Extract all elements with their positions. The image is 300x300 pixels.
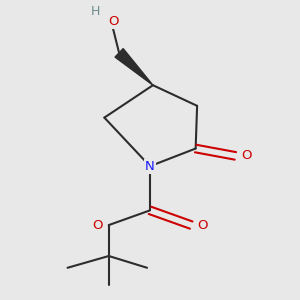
Text: H: H — [91, 5, 100, 18]
Text: O: O — [197, 219, 208, 232]
Text: N: N — [145, 160, 155, 173]
Text: O: O — [108, 15, 119, 28]
Text: O: O — [92, 219, 103, 232]
Polygon shape — [115, 49, 153, 85]
Text: O: O — [241, 149, 252, 162]
